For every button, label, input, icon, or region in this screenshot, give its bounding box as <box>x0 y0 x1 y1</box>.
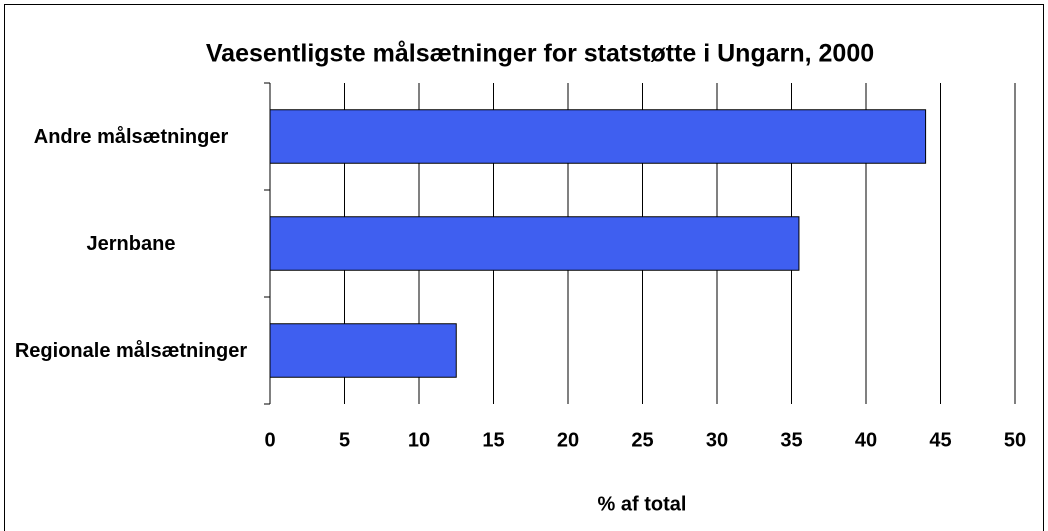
x-axis-title: % af total <box>598 493 687 515</box>
bar <box>269 109 927 164</box>
x-tick-label: 50 <box>1004 429 1026 451</box>
y-tick-label: Jernbane <box>86 232 176 255</box>
bar <box>269 216 800 271</box>
x-tick-label: 5 <box>339 429 350 451</box>
x-tick-label: 45 <box>929 429 951 451</box>
x-tick-label: 40 <box>855 429 877 451</box>
x-tick-label: 20 <box>557 429 579 451</box>
chart-title: Vaesentligste målsætninger for statstøtt… <box>206 40 874 68</box>
bar <box>269 323 457 378</box>
x-tick-label: 0 <box>264 429 275 451</box>
x-tick-label: 30 <box>706 429 728 451</box>
x-tick-label: 10 <box>408 429 430 451</box>
y-tick-label: Regionale målsætninger <box>14 339 248 362</box>
x-tick-label: 25 <box>631 429 653 451</box>
y-tick-label: Andre målsætninger <box>33 125 229 148</box>
frame <box>4 4 1044 531</box>
x-tick-label: 15 <box>482 429 504 451</box>
x-tick-label: 35 <box>780 429 802 451</box>
